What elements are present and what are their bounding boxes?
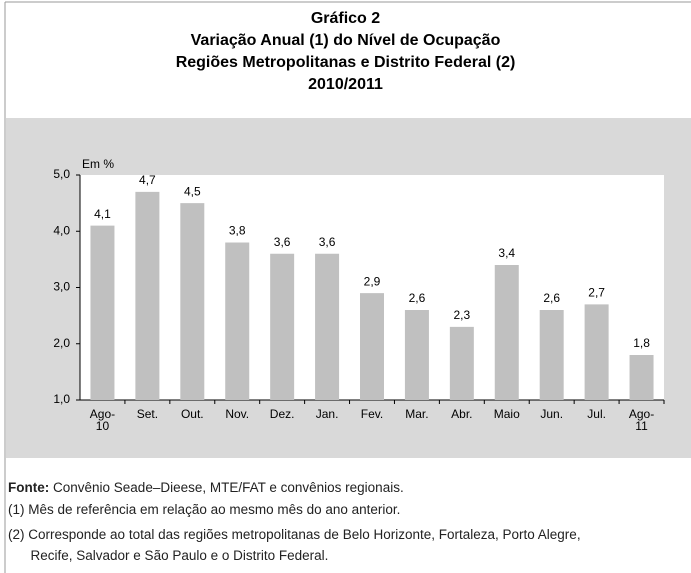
value-label: 1,8 [633,336,650,350]
y-tick-label: 1,0 [53,392,70,406]
x-tick-label: Abr. [451,407,473,421]
value-label: 3,8 [229,224,246,238]
value-label: 4,1 [94,207,111,221]
x-tick-label: Set. [136,407,159,421]
bar [449,326,474,400]
value-label: 2,9 [364,274,381,288]
y-tick-label: 4,0 [53,223,70,237]
bar [404,310,429,400]
value-label: 2,3 [454,308,471,322]
note: (2) Corresponde ao total das regiões met… [8,527,581,563]
x-tick-label: Maio [493,407,520,421]
bar [270,253,295,400]
x-tick-label: Jun. [540,407,564,421]
y-tick-label: 3,0 [53,280,70,294]
x-tick-label: Ago- 11 [628,407,655,433]
bar [90,225,115,400]
value-label: 2,6 [409,291,426,305]
source-label: Fonte: [8,480,50,495]
x-tick-label: Out. [180,407,204,421]
x-tick-label: Ago- 10 [89,407,116,433]
value-label: 3,4 [498,246,515,260]
bar [539,310,564,400]
value-label: 3,6 [274,235,291,249]
y-axis-label: Em % [82,157,114,171]
x-tick-label: Nov. [225,407,250,421]
y-tick-label: 2,0 [53,336,70,350]
bar [494,265,519,400]
value-label: 4,7 [139,173,156,187]
bar [225,242,250,400]
source: Fonte: Convênio Seade–Dieese, MTE/FAT e … [8,480,404,495]
x-tick-label: Jan. [315,407,339,421]
bar [180,203,205,400]
note: (1) Mês de referência em relação ao mesm… [8,502,401,517]
x-tick-label: Dez. [269,407,295,421]
bar [629,355,654,400]
bar [360,293,384,400]
value-label: 2,7 [588,286,605,300]
bar [135,191,160,400]
x-tick-label: Jul. [587,407,606,421]
value-label: 3,6 [319,235,336,249]
value-label: 4,5 [184,184,201,198]
x-tick-label: Fev. [360,407,384,421]
x-tick-label: Mar. [405,407,429,421]
bar [584,304,609,400]
y-tick-label: 5,0 [53,167,70,181]
bar [315,253,340,400]
chart-title: 2010/2011 [308,76,383,93]
value-label: 2,6 [543,291,560,305]
chart-title: Variação Anual (1) do Nível de Ocupação [190,32,501,49]
source-text: Convênio Seade–Dieese, MTE/FAT e convêni… [49,480,404,495]
chart-title: Gráfico 2 [310,10,381,27]
chart-title: Regiões Metropolitanas e Distrito Federa… [175,54,516,71]
